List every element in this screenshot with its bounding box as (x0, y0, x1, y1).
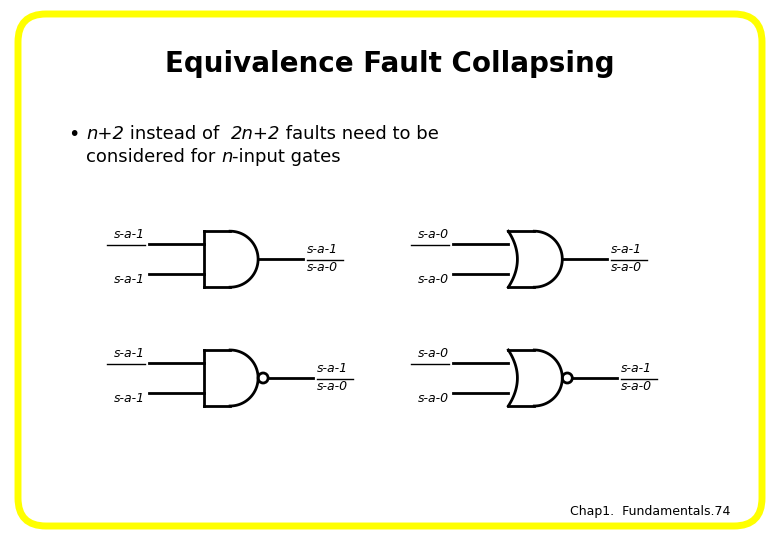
Text: s-a-1: s-a-1 (114, 392, 145, 405)
Text: s-a-1: s-a-1 (612, 243, 643, 256)
Text: instead of: instead of (124, 125, 231, 143)
Text: s-a-1: s-a-1 (622, 362, 652, 375)
Text: s-a-0: s-a-0 (307, 261, 339, 274)
Text: s-a-0: s-a-0 (418, 347, 449, 360)
Text: 2n+2: 2n+2 (231, 125, 280, 143)
Text: s-a-1: s-a-1 (114, 228, 145, 241)
FancyBboxPatch shape (18, 14, 762, 526)
Text: Equivalence Fault Collapsing: Equivalence Fault Collapsing (165, 50, 615, 78)
Text: s-a-1: s-a-1 (114, 273, 145, 286)
Text: •: • (68, 125, 80, 144)
Text: s-a-0: s-a-0 (622, 380, 652, 393)
Text: n+2: n+2 (86, 125, 124, 143)
Text: considered for: considered for (86, 148, 221, 166)
Text: s-a-1: s-a-1 (317, 362, 348, 375)
Text: s-a-1: s-a-1 (114, 347, 145, 360)
Text: s-a-1: s-a-1 (307, 243, 339, 256)
Text: Chap1.  Fundamentals.74: Chap1. Fundamentals.74 (569, 505, 730, 518)
Text: faults need to be: faults need to be (280, 125, 439, 143)
Text: s-a-0: s-a-0 (317, 380, 348, 393)
Text: -input gates: -input gates (232, 148, 341, 166)
Text: s-a-0: s-a-0 (418, 392, 449, 405)
Text: s-a-0: s-a-0 (418, 228, 449, 241)
Text: n: n (221, 148, 232, 166)
Text: s-a-0: s-a-0 (418, 273, 449, 286)
Text: s-a-0: s-a-0 (612, 261, 643, 274)
